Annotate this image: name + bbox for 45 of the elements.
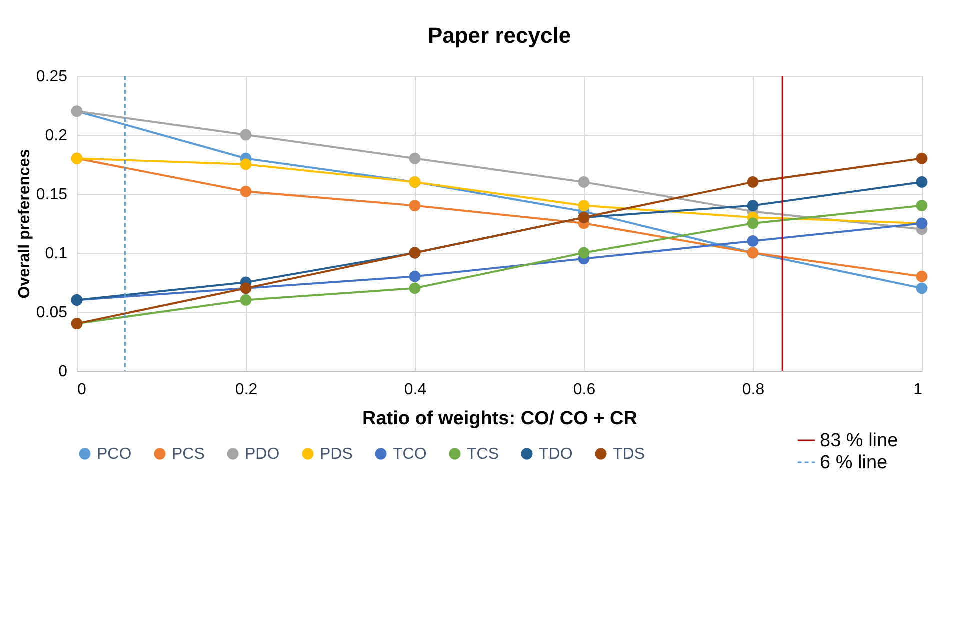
legend-label: PDS — [320, 446, 353, 463]
y-tick-label: 0.2 — [45, 128, 68, 144]
y-axis-title: Overall preferences — [16, 149, 34, 299]
x-tick-label: 1 — [914, 382, 923, 398]
x-tick-label: 0.2 — [235, 382, 258, 398]
point — [409, 152, 421, 164]
point — [409, 270, 421, 282]
legend-label: TDO — [539, 446, 573, 463]
point — [747, 236, 759, 247]
x-tick-label: 0.8 — [742, 382, 765, 398]
legend-label: TDS — [613, 446, 645, 463]
x-tick-label: 0.6 — [573, 382, 596, 398]
point — [240, 294, 252, 306]
y-tick-label: 0.05 — [36, 304, 68, 322]
legend-label: TCO — [393, 446, 427, 463]
point — [409, 200, 421, 212]
x-tick-label: 0.4 — [404, 382, 427, 398]
y-tick-label: 0.15 — [36, 186, 68, 204]
x-axis-title: Ratio of weights: CO/ CO + CR — [362, 408, 638, 430]
point — [916, 270, 928, 282]
y-tick-label: 0.25 — [36, 68, 68, 86]
legend-label: PCO — [97, 446, 132, 463]
point — [578, 247, 590, 259]
point — [409, 282, 421, 294]
y-tick-label: 0 — [58, 364, 68, 380]
point — [240, 158, 252, 170]
point — [578, 200, 590, 212]
x-tick-label: 0 — [78, 382, 86, 398]
legend-label: PDO — [245, 446, 280, 463]
legend-label: 83 % line — [820, 430, 898, 452]
legend-label: TCS — [467, 446, 499, 463]
point — [747, 218, 759, 230]
point — [747, 200, 759, 212]
point — [916, 200, 928, 212]
point — [747, 176, 759, 188]
y-tick-label: 0.1 — [45, 246, 68, 262]
point — [240, 129, 252, 141]
point — [916, 152, 928, 164]
point — [916, 282, 928, 294]
point — [916, 176, 928, 188]
legend-label: PCS — [172, 446, 205, 463]
legend-label: 6 % line — [820, 452, 888, 474]
point — [240, 186, 252, 198]
chart-title: Paper recycle — [428, 23, 572, 48]
point — [578, 176, 590, 188]
